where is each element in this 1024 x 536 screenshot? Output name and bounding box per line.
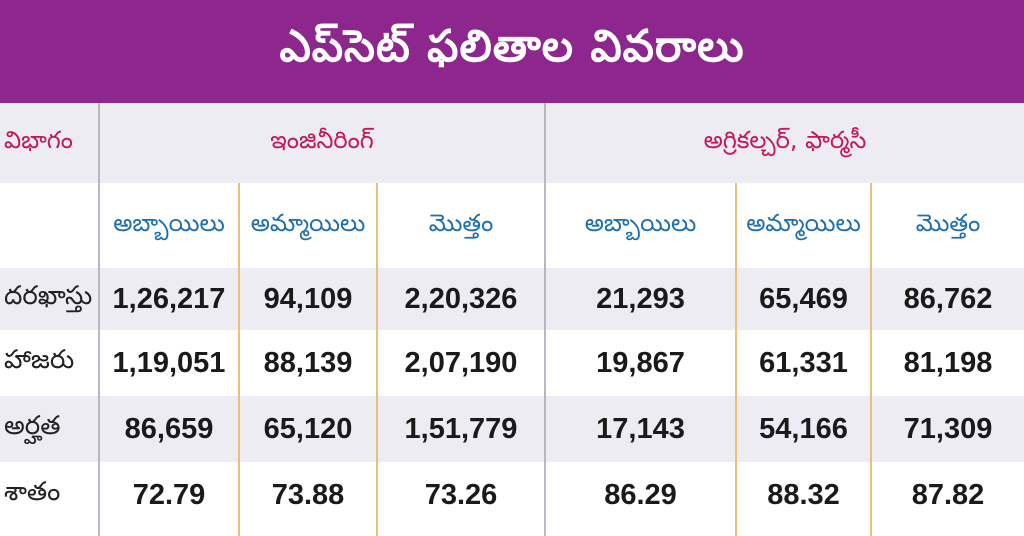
row-label-attended: హాజరు [4,345,75,375]
column-divider [238,183,240,536]
row-label-qualified: అర్హత [4,411,61,441]
subheader-total: మొత్తం [915,208,981,237]
subheader-girls: అమ్మాయిలు [250,208,366,237]
value-cell: 73.88 [271,478,345,511]
table-row [0,396,1024,462]
row-label-percentage: శాతం [4,477,61,507]
group-header-agri-pharma: అగ్రికల్చర్‌, ఫార్మసీ [703,126,867,154]
value-cell: 88,139 [263,346,353,379]
value-cell: 1,26,217 [112,282,226,315]
column-divider [544,103,546,536]
value-cell: 86.29 [604,478,677,511]
value-cell: 94,109 [263,282,353,315]
value-cell: 17,143 [596,412,685,445]
table-row [0,462,1024,536]
value-cell: 2,20,326 [404,282,518,315]
value-cell: 88.32 [767,478,840,511]
table-title: ఎప్‌సెట్‌ ఫలితాల వివరాలు [279,20,745,72]
table-row [0,330,1024,396]
title-bar: ఎప్‌సెట్‌ ఫలితాల వివరాలు [0,0,1024,103]
subheader-row [0,183,1024,268]
group-header-engineering: ఇంజినీరింగ్‌ [270,126,374,154]
value-cell: 2,07,190 [404,346,518,379]
column-divider [870,183,872,536]
value-cell: 1,19,051 [112,346,226,379]
subheader-boys: అబ్బాయిలు [113,208,225,237]
column-divider [376,183,378,536]
subheader-boys: అబ్బాయిలు [584,208,697,237]
subheader-girls: అమ్మాయిలు [746,208,861,237]
value-cell: 87.82 [911,478,985,511]
column-divider [735,183,737,536]
value-cell: 81,198 [903,346,993,379]
group-header-row [0,103,1024,183]
value-cell: 65,469 [759,282,848,315]
category-label: విభాగం [4,126,73,154]
value-cell: 72.79 [132,478,206,511]
value-cell: 71,309 [903,412,993,445]
value-cell: 86,659 [124,412,214,445]
value-cell: 1,51,779 [404,412,518,445]
column-divider [98,103,100,536]
subheader-total: మొత్తం [428,208,494,237]
value-cell: 54,166 [759,412,848,445]
value-cell: 65,120 [263,412,353,445]
row-label-applied: దరఖాస్తు [4,281,93,311]
value-cell: 86,762 [903,282,993,315]
value-cell: 73.26 [424,478,498,511]
value-cell: 61,331 [759,346,848,379]
value-cell: 19,867 [596,346,685,379]
value-cell: 21,293 [596,282,685,315]
table-row [0,268,1024,330]
